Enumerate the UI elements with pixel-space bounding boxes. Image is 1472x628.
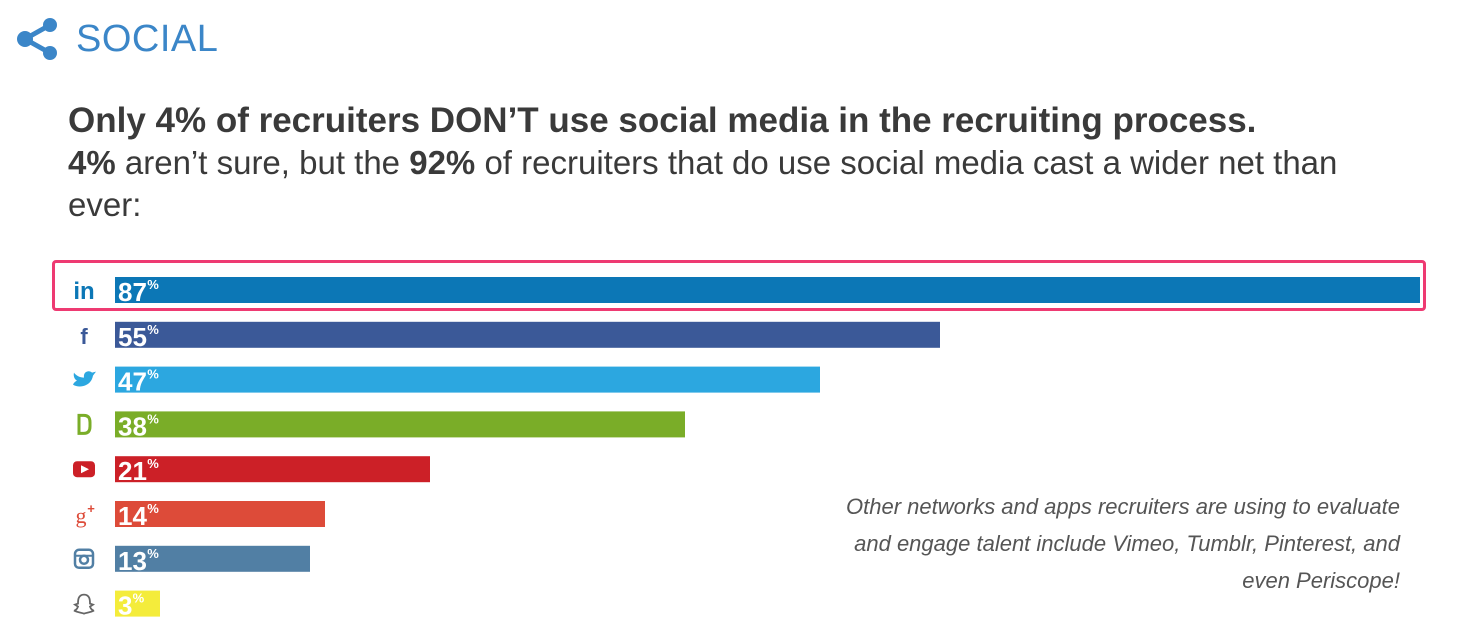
bar-value-suffix: % <box>147 411 159 426</box>
bar-value-label: 13 <box>118 546 147 576</box>
headline-sub-text-a: aren’t sure, but the <box>115 144 410 181</box>
bar-youtube <box>115 456 430 483</box>
facebook-icon: f <box>80 324 88 349</box>
bar-value-label: 47 <box>118 367 147 397</box>
twitter-icon <box>73 371 96 387</box>
bar-twitter <box>115 366 820 393</box>
bar-value-suffix: % <box>147 322 159 337</box>
bar-value-suffix: % <box>133 591 145 606</box>
bar-value-suffix: % <box>147 456 159 471</box>
linkedin-icon: in <box>73 278 94 305</box>
bar-value-label: 14 <box>118 501 147 531</box>
youtube-icon <box>73 461 95 478</box>
snapchat-icon <box>72 593 96 615</box>
bar-facebook <box>115 321 940 348</box>
section-title: SOCIAL <box>76 17 219 60</box>
bar-value-label: 55 <box>118 322 147 352</box>
bar-value-label: 21 <box>118 456 147 486</box>
bar-value-suffix: % <box>147 546 159 561</box>
headline-sub-unsure-pct: 4% <box>68 144 116 181</box>
bar-google-plus <box>115 501 325 527</box>
bar-snapchat <box>115 590 160 617</box>
svg-text:g: g <box>76 503 87 528</box>
google-plus-icon: g + <box>76 501 96 528</box>
bar-value-label: 3 <box>118 591 132 621</box>
bar-value-suffix: % <box>147 501 159 516</box>
headline-sub: 4% aren’t sure, but the 92% of recruiter… <box>68 142 1368 226</box>
bar-value-suffix: % <box>147 367 159 382</box>
bar-value-suffix: % <box>147 277 159 292</box>
headline-main: Only 4% of recruiters DON’T use social m… <box>68 101 1257 140</box>
headline-sub-text-b: of recruiters that do use social media c… <box>68 144 1338 223</box>
bar-glassdoor <box>115 411 685 438</box>
other-networks-note: Other networks and apps recruiters are u… <box>846 494 1400 593</box>
svg-text:+: + <box>87 501 95 516</box>
bar-value-label: 87 <box>118 277 147 307</box>
instagram-icon <box>73 548 95 570</box>
svg-text:in: in <box>73 278 94 305</box>
section-header: SOCIAL <box>16 14 218 64</box>
bar-instagram <box>115 545 310 572</box>
bar-linkedin <box>115 277 1420 303</box>
headline: Only 4% of recruiters DON’T use social m… <box>68 100 1368 226</box>
share-icon <box>17 18 57 60</box>
glassdoor-icon <box>77 413 92 435</box>
bar-value-label: 38 <box>118 411 147 441</box>
headline-sub-users-pct: 92% <box>409 144 476 181</box>
svg-text:f: f <box>80 324 88 349</box>
linkedin-highlight-box <box>52 260 1426 311</box>
